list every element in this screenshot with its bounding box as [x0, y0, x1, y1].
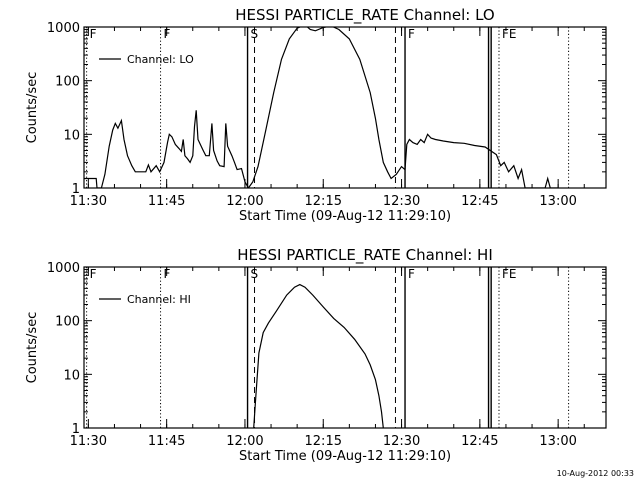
flag-label: FE — [502, 267, 516, 281]
footer-timestamp: 10-Aug-2012 00:33 — [556, 469, 634, 478]
flag-label: FE — [502, 27, 516, 41]
plot-frame — [83, 26, 607, 189]
panel-hi: HESSI PARTICLE_RATE Channel: HIFFSFFE110… — [25, 246, 607, 464]
flag-label: S — [251, 267, 259, 281]
x-tick-label: 13:00 — [539, 434, 576, 449]
x-tick-label: 12:30 — [383, 194, 420, 209]
chart-title: HESSI PARTICLE_RATE Channel: LO — [235, 6, 494, 25]
chart-title: HESSI PARTICLE_RATE Channel: HI — [237, 246, 493, 265]
y-tick-label: 100 — [55, 75, 80, 90]
series-line-channel-lo — [84, 27, 559, 188]
x-tick-label: 12:30 — [383, 434, 420, 449]
x-tick-label: 11:30 — [70, 194, 107, 209]
flag-label: S — [251, 27, 259, 41]
y-tick-label: 1 — [72, 422, 80, 437]
y-axis-label: Counts/sec — [25, 72, 40, 144]
y-tick-label: 10 — [63, 368, 80, 383]
x-tick-label: 11:45 — [148, 434, 185, 449]
x-tick-label: 11:30 — [70, 434, 107, 449]
flag-label: F — [90, 267, 97, 281]
legend-label: Channel: LO — [127, 53, 194, 66]
x-tick-label: 12:15 — [305, 194, 342, 209]
y-tick-label: 1000 — [47, 21, 80, 36]
y-axis-label: Counts/sec — [25, 312, 40, 384]
flag-label: F — [90, 27, 97, 41]
y-tick-label: 10 — [63, 128, 80, 143]
series-line-channel-hi — [253, 283, 384, 428]
x-tick-label: 12:15 — [305, 434, 342, 449]
flag-label: F — [408, 27, 415, 41]
x-tick-label: 12:00 — [226, 194, 263, 209]
y-tick-label: 100 — [55, 315, 80, 330]
x-tick-label: 12:45 — [461, 194, 498, 209]
panel-lo: HESSI PARTICLE_RATE Channel: LOFFSFFE110… — [25, 6, 607, 224]
y-tick-label: 1000 — [47, 261, 80, 276]
legend-label: Channel: HI — [127, 293, 191, 306]
x-tick-label: 12:00 — [226, 434, 263, 449]
plot-frame — [83, 266, 607, 429]
x-tick-label: 11:45 — [148, 194, 185, 209]
x-tick-label: 13:00 — [539, 194, 576, 209]
x-axis-label: Start Time (09-Aug-12 11:29:10) — [239, 449, 451, 464]
y-tick-label: 1 — [72, 182, 80, 197]
flag-label: F — [408, 267, 415, 281]
x-tick-label: 12:45 — [461, 434, 498, 449]
x-axis-label: Start Time (09-Aug-12 11:29:10) — [239, 209, 451, 224]
